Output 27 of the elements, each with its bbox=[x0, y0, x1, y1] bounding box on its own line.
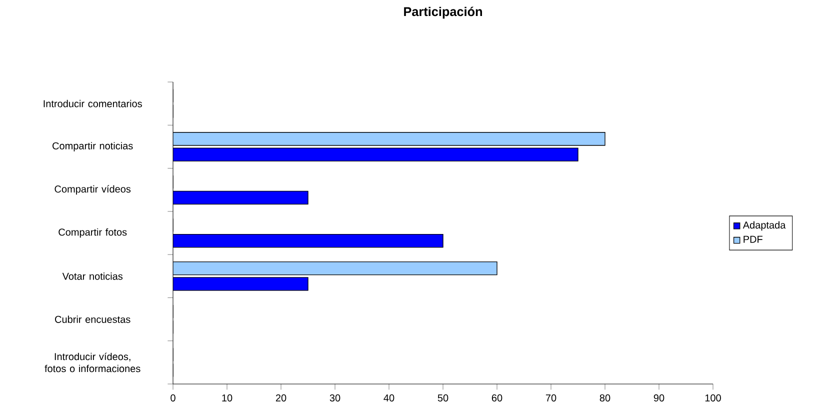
bar bbox=[173, 261, 498, 276]
x-tick-label: 40 bbox=[384, 394, 394, 402]
y-tick-label: Votar noticias bbox=[62, 272, 123, 280]
legend-label: PDF bbox=[744, 236, 762, 243]
bar bbox=[173, 277, 308, 291]
y-tick-label: Compartir fotos bbox=[58, 228, 127, 238]
x-tick-label: 10 bbox=[222, 394, 232, 402]
x-tick-label: 0 bbox=[170, 394, 176, 402]
y-tick-label: Introducir comentarios bbox=[44, 100, 142, 108]
x-tick-label: 70 bbox=[546, 394, 556, 402]
x-tick-label: 80 bbox=[600, 394, 610, 402]
x-tick-label: 100 bbox=[705, 394, 721, 402]
y-tick-label: Compartir noticias bbox=[52, 142, 133, 152]
bar bbox=[173, 234, 444, 248]
x-tick-label: 30 bbox=[330, 394, 340, 402]
x-tick-label: 60 bbox=[492, 394, 502, 402]
bar bbox=[173, 190, 308, 205]
y-tick-label: Introducir vídeos, fotos o informaciones bbox=[44, 352, 140, 372]
x-tick-label: 50 bbox=[438, 394, 448, 402]
y-tick-label: Compartir vídeos bbox=[54, 185, 131, 195]
bar bbox=[173, 148, 578, 162]
chart-title: Participación bbox=[404, 6, 482, 19]
legend-label: Adaptada bbox=[742, 221, 786, 231]
y-tick-label: Cubrir encuestas bbox=[55, 316, 130, 323]
x-tick-label: 90 bbox=[654, 394, 664, 402]
x-tick-label: 20 bbox=[276, 394, 286, 402]
bar bbox=[173, 132, 606, 146]
